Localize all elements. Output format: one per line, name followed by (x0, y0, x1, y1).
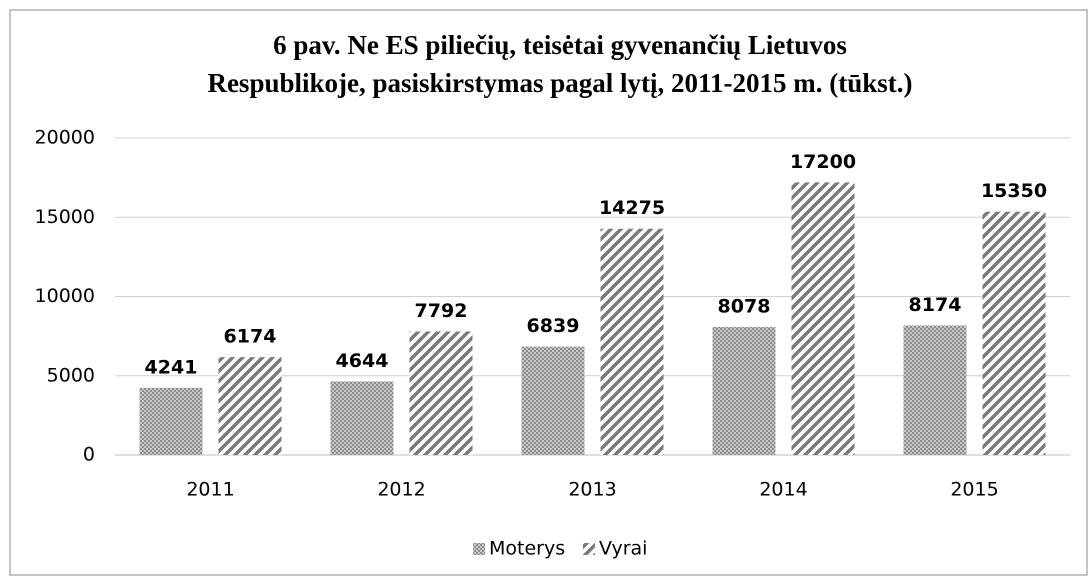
bar (903, 325, 967, 455)
chart-frame (9, 9, 1088, 576)
y-tick-label: 10000 (35, 285, 95, 307)
value-label: 6839 (527, 315, 580, 337)
bar (139, 387, 203, 455)
x-tick-label: 2015 (950, 479, 998, 501)
y-tick-label: 20000 (35, 127, 95, 149)
y-tick-label: 5000 (47, 364, 95, 386)
bar (791, 182, 855, 455)
bar (521, 346, 585, 455)
legend-label: Moterys (489, 538, 565, 560)
bar (218, 357, 282, 455)
value-label: 8078 (718, 295, 771, 317)
bar (330, 381, 394, 455)
x-tick-label: 2011 (186, 479, 234, 501)
legend-label: Vyrai (599, 538, 647, 560)
legend-swatch (473, 543, 485, 555)
x-tick-label: 2013 (568, 479, 616, 501)
bar (712, 326, 776, 455)
value-label: 7792 (415, 300, 468, 322)
value-label: 4241 (145, 356, 198, 378)
x-tick-label: 2012 (377, 479, 425, 501)
value-label: 4644 (336, 350, 389, 372)
value-label: 14275 (599, 197, 665, 219)
chart-title: Respublikoje, pasiskirstymas pagal lytį,… (207, 68, 912, 98)
bar (409, 331, 473, 455)
legend-swatch (583, 543, 595, 555)
y-tick-label: 0 (83, 444, 95, 466)
x-tick-label: 2014 (759, 479, 807, 501)
value-label: 17200 (790, 151, 856, 173)
value-label: 8174 (909, 294, 962, 316)
bar (982, 211, 1046, 455)
chart-title: 6 pav. Ne ES piliečių, teisėtai gyvenanč… (273, 30, 847, 60)
y-tick-label: 15000 (35, 206, 95, 228)
value-label: 6174 (224, 326, 277, 348)
value-label: 15350 (981, 180, 1047, 202)
bar (600, 228, 664, 455)
